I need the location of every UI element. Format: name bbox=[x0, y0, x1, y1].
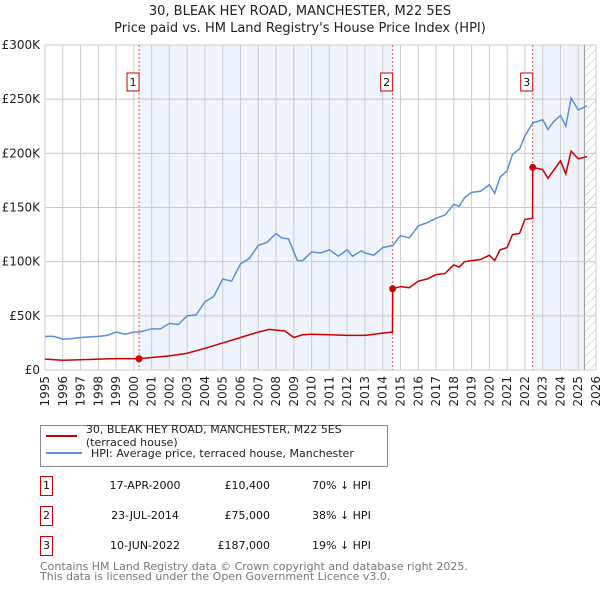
x-tick-label: 2024 bbox=[553, 376, 567, 407]
x-tick-label: 1995 bbox=[38, 376, 52, 407]
x-tick-label: 1997 bbox=[74, 376, 88, 407]
x-tick-label: 2011 bbox=[322, 376, 336, 407]
sale-label: 3 bbox=[523, 76, 530, 89]
sale-label: 1 bbox=[130, 76, 137, 89]
legend-swatch-red bbox=[46, 435, 77, 437]
x-tick-label: 2014 bbox=[376, 376, 390, 407]
sale-label-box bbox=[126, 72, 140, 92]
legend-item-hpi: HPI: Average price, terraced house, Manc… bbox=[41, 445, 354, 461]
x-tick-label: 2020 bbox=[482, 376, 496, 407]
x-tick-label: 2017 bbox=[429, 376, 443, 407]
x-tick-label: 2004 bbox=[198, 376, 212, 407]
sale-row: 3 10-JUN-2022 £187,000 19% ↓ HPI bbox=[40, 536, 440, 556]
x-tick-label: 2010 bbox=[305, 376, 319, 407]
plot-area: 1995 1996 1997 1998 1999 2000 2001 2002 2003 2004… bbox=[2, 38, 600, 407]
x-tick-label: 2019 bbox=[465, 376, 479, 407]
x-tick-label: 1999 bbox=[109, 376, 123, 407]
legend-label: 30, BLEAK HEY ROAD, MANCHESTER, M22 5ES … bbox=[85, 423, 342, 449]
y-tick-label: £300K bbox=[2, 38, 42, 52]
footer-copyright: Contains HM Land Registry data © Crown c… bbox=[40, 560, 468, 573]
sale-price: £187,000 bbox=[217, 539, 271, 552]
x-tick-label: 2006 bbox=[234, 376, 248, 407]
x-tick-label: 2025 bbox=[571, 376, 585, 407]
x-tick-label: 2015 bbox=[393, 376, 407, 407]
x-tick-label: 2003 bbox=[180, 376, 194, 407]
x-tick-label: 2000 bbox=[127, 376, 141, 407]
x-tick-label: 2016 bbox=[411, 376, 425, 407]
sale-price: £75,000 bbox=[224, 509, 271, 522]
x-tick-label: 1998 bbox=[91, 376, 105, 407]
series-line bbox=[45, 96, 588, 340]
x-tick-label: 1996 bbox=[56, 376, 70, 407]
sale-hpi-diff: 38% ↓ HPI bbox=[312, 509, 371, 522]
series-line bbox=[44, 149, 588, 362]
x-tick-label: 2001 bbox=[145, 376, 159, 407]
sale-hpi-diff: 19% ↓ HPI bbox=[312, 539, 371, 552]
footer-licence: This data is licensed under the Open Gov… bbox=[40, 570, 391, 583]
y-tick-label: £150K bbox=[2, 201, 42, 215]
sale-label-box bbox=[520, 72, 534, 92]
sale-date: 10-JUN-2022 bbox=[109, 539, 181, 552]
sale-marker-badge: 2 bbox=[40, 506, 53, 526]
sale-point bbox=[389, 285, 397, 293]
legend-item-property: 30, BLEAK HEY ROAD, MANCHESTER, M22 5ES … bbox=[41, 423, 387, 449]
x-tick-label: 2026 bbox=[589, 376, 600, 407]
x-tick-label: 2007 bbox=[251, 376, 265, 407]
y-tick-label: £0 bbox=[25, 363, 40, 377]
y-tick-label: £50K bbox=[9, 309, 41, 323]
x-tick-label: 2012 bbox=[340, 376, 354, 407]
y-tick-label: £100K bbox=[2, 255, 42, 269]
sale-marker-badge: 3 bbox=[40, 536, 53, 556]
legend: 30, BLEAK HEY ROAD, MANCHESTER, M22 5ES … bbox=[40, 423, 388, 467]
sale-hpi-diff: 70% ↓ HPI bbox=[312, 479, 371, 492]
sale-date: 17-APR-2000 bbox=[109, 479, 181, 492]
y-tick-label: £250K bbox=[2, 92, 42, 106]
x-tick-label: 2009 bbox=[287, 376, 301, 407]
x-tick-label: 2002 bbox=[162, 376, 176, 407]
x-tick-label: 2023 bbox=[536, 376, 550, 407]
legend-swatch-blue bbox=[46, 452, 82, 454]
sale-point bbox=[135, 355, 143, 363]
x-tick-label: 2021 bbox=[500, 376, 514, 407]
sale-date: 23-JUL-2014 bbox=[111, 509, 179, 522]
legend-label: HPI: Average price, terraced house, Manc… bbox=[91, 446, 354, 460]
x-tick-label: 2018 bbox=[447, 376, 461, 407]
chart-subtitle: Price paid vs. HM Land Registry's House … bbox=[114, 21, 486, 36]
x-tick-label: 2022 bbox=[518, 376, 532, 407]
sale-price: £10,400 bbox=[224, 479, 271, 492]
sale-point bbox=[529, 163, 537, 171]
sale-row: 2 23-JUL-2014 £75,000 38% ↓ HPI bbox=[40, 506, 440, 526]
chart-title: 30, BLEAK HEY ROAD, MANCHESTER, M22 5ES bbox=[148, 4, 452, 19]
y-tick-label: £200K bbox=[2, 146, 42, 160]
sale-label: 2 bbox=[383, 76, 390, 89]
sale-label-box bbox=[380, 72, 394, 92]
sale-marker-badge: 1 bbox=[40, 476, 53, 496]
x-tick-label: 2008 bbox=[269, 376, 283, 407]
x-tick-label: 2005 bbox=[216, 376, 230, 407]
x-tick-label: 2013 bbox=[358, 376, 372, 407]
sale-row: 1 17-APR-2000 £10,400 70% ↓ HPI bbox=[40, 476, 440, 496]
